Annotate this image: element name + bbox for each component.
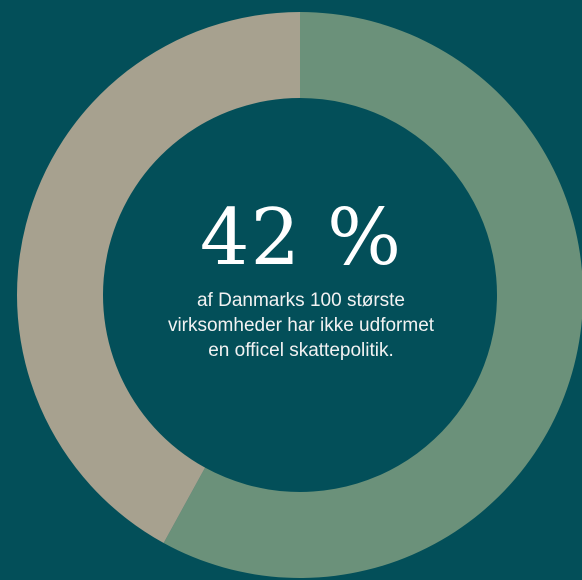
caption-line-1: af Danmarks 100 største bbox=[196, 290, 406, 311]
caption-line-2: virksomheder har ikke udformet bbox=[167, 315, 435, 336]
center-label: 42 % af Danmarks 100 største virksomhede… bbox=[116, 190, 486, 363]
donut-slice-1 bbox=[163, 12, 582, 578]
caption: af Danmarks 100 største virksomheder har… bbox=[116, 288, 486, 363]
caption-line-3: en officel skattepolitik. bbox=[208, 340, 394, 361]
donut-slice-2 bbox=[16, 12, 301, 543]
percentage-value: 42 % bbox=[199, 193, 403, 283]
